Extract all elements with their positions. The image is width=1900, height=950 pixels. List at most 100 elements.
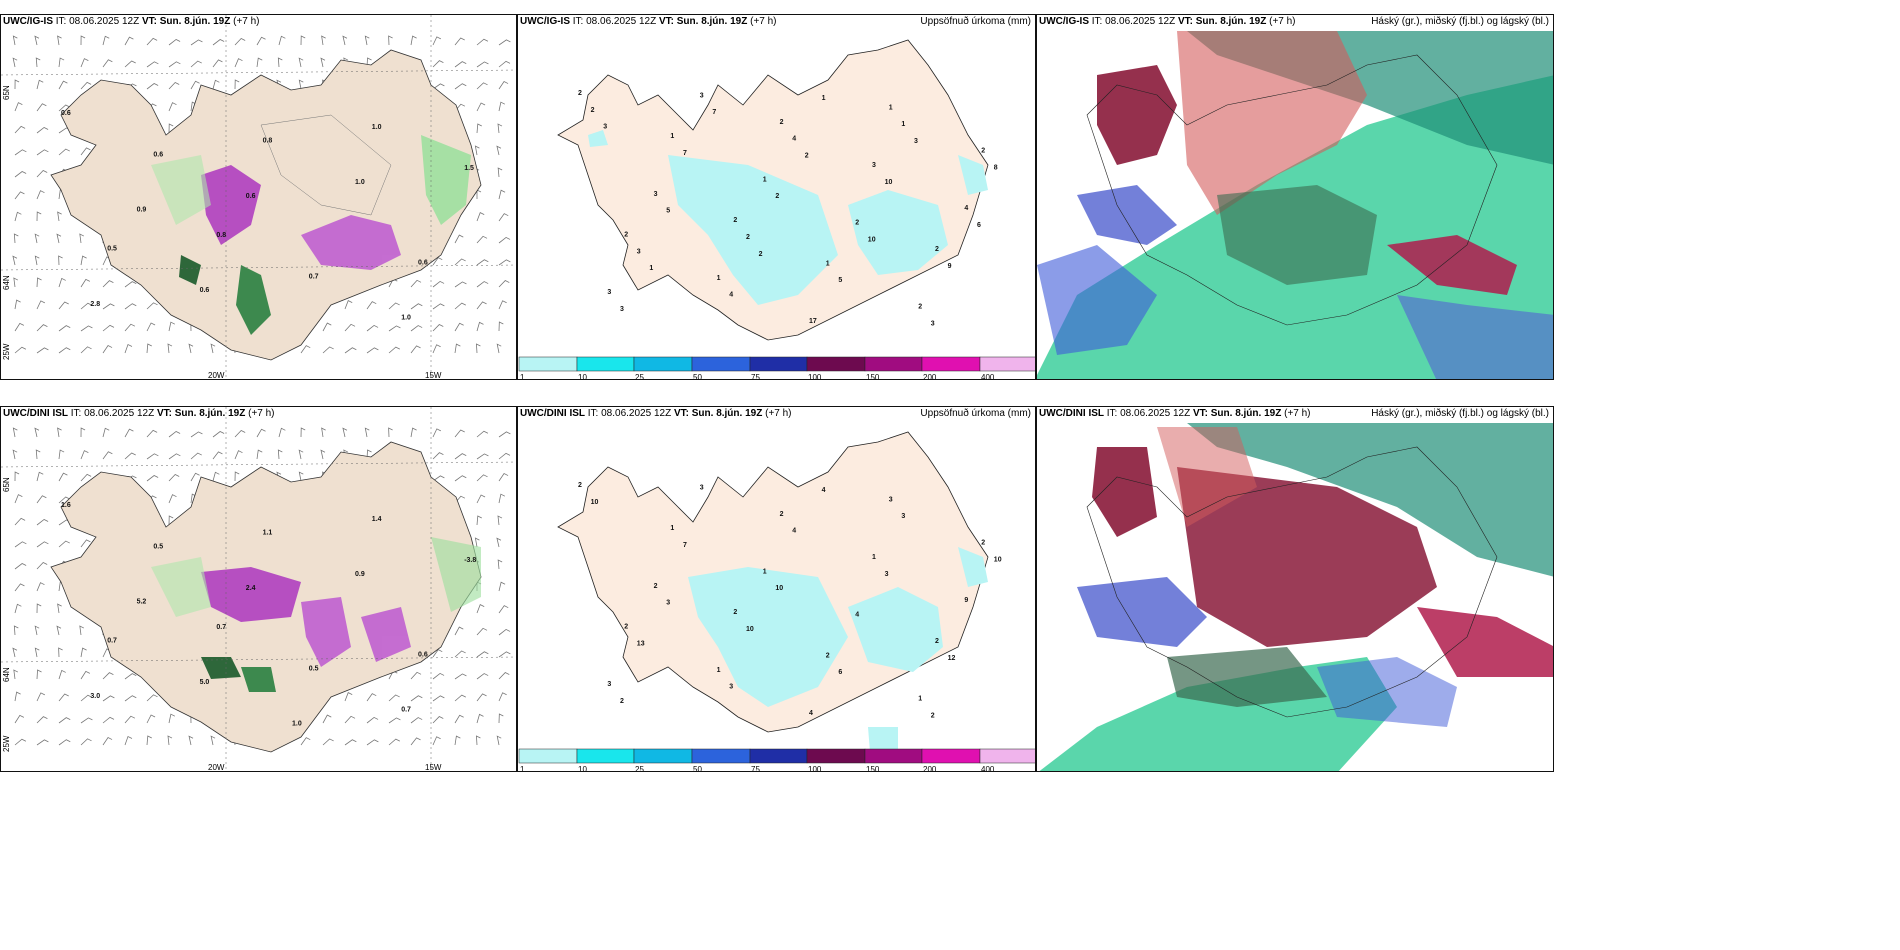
- value-label: 2: [759, 251, 763, 258]
- wind-barb: [498, 189, 506, 200]
- wind-barb: [188, 735, 194, 746]
- wind-barb: [256, 449, 263, 460]
- wind-barb: [210, 735, 216, 746]
- init-time: 08.06.2025 12Z: [1105, 16, 1176, 27]
- wind-barb: [344, 715, 356, 724]
- wind-barb: [344, 347, 357, 354]
- wind-barb: [496, 343, 502, 354]
- wind-barb: [454, 61, 467, 68]
- wind-barb: [476, 123, 482, 134]
- valid-time: Sun. 8.jún. 19Z: [691, 408, 763, 419]
- wind-barb: [79, 233, 85, 244]
- wind-barb: [36, 211, 42, 222]
- wind-barb: [12, 35, 18, 46]
- value-label: 3: [637, 248, 641, 255]
- temp-labels: 0.6 0.8 1.0 0.5 0.8 0.6 0.6 0.7 1.5 0.6 1.0 2.8 0.6 1…: [61, 110, 474, 322]
- value-label: 3: [603, 124, 607, 131]
- wind-barb: [34, 625, 40, 636]
- value-label: 3: [885, 571, 889, 578]
- wind-barb: [102, 451, 113, 460]
- wind-barb: [234, 471, 240, 482]
- wind-barb: [58, 104, 70, 112]
- value-label: 2: [780, 119, 784, 126]
- wind-barb: [454, 83, 467, 90]
- wind-barb: [322, 346, 334, 354]
- wind-barb: [58, 693, 69, 702]
- wind-barb: [454, 475, 467, 482]
- colorbar-swatch: [806, 356, 866, 372]
- wind-barb: [14, 583, 25, 592]
- wind-barb: [124, 36, 134, 46]
- value-label: 2.8: [90, 301, 100, 308]
- wind-barb: [58, 148, 70, 156]
- wind-barb: [56, 233, 62, 244]
- value-label: 2: [733, 217, 737, 224]
- value-label: 4: [792, 136, 796, 143]
- wind-barb: [168, 321, 176, 332]
- wind-barb: [124, 673, 137, 680]
- value-label: 2: [805, 152, 809, 159]
- value-label: 1: [763, 568, 767, 575]
- model-name: UWC/IG-IS: [3, 16, 53, 27]
- model-name: UWC/DINI ISL: [1039, 408, 1104, 419]
- wind-barb: [432, 344, 441, 354]
- value-label: 0.6: [246, 193, 256, 200]
- init-time: 08.06.2025 12Z: [84, 408, 155, 419]
- wind-barb: [35, 57, 41, 68]
- value-label: 4: [792, 528, 796, 535]
- wind-barb: [36, 127, 49, 134]
- wind-barb: [474, 145, 480, 156]
- wind-barb: [102, 716, 115, 724]
- wind-barb: [146, 61, 159, 68]
- wind-barb: [168, 515, 174, 526]
- wind-barb: [102, 59, 113, 68]
- wind-barb: [432, 257, 443, 266]
- value-label: 7: [712, 109, 716, 116]
- wind-barb: [298, 57, 304, 68]
- map-svg: 0.6 0.8 1.0 0.5 0.8 0.6 0.6 0.7 1.5 0.6 1.0 2.8 0.6 1…: [1, 15, 516, 380]
- wind-barb: [300, 35, 306, 46]
- wind-barb: [80, 255, 87, 266]
- wind-barb: [36, 324, 48, 332]
- wind-barb: [80, 694, 93, 702]
- wind-barb: [476, 713, 484, 724]
- value-label: 2: [775, 193, 779, 200]
- value-label: 1: [918, 696, 922, 703]
- wind-barb: [58, 347, 71, 354]
- wind-barb: [58, 449, 65, 460]
- wind-barb: [454, 694, 466, 702]
- colorbar-swatch: [749, 748, 808, 764]
- value-label: 1: [889, 104, 893, 111]
- value-label: 1: [670, 133, 674, 140]
- wind-barb: [476, 604, 485, 614]
- colorbar-label: 200: [923, 373, 937, 380]
- value-label: 10: [775, 585, 783, 592]
- lon-label-20w: 20W: [208, 371, 225, 380]
- wind-barb: [168, 81, 180, 90]
- coast-outline: [1086, 446, 1498, 718]
- colorbar-swatch: [979, 356, 1035, 372]
- wind-barb: [212, 59, 223, 68]
- wind-barb: [124, 735, 133, 746]
- wind-barb: [498, 692, 507, 702]
- wind-barb: [454, 281, 467, 288]
- wind-barb: [124, 343, 133, 354]
- wind-barb: [124, 428, 134, 438]
- field-title: Háský (gr.), miðský (fj.bl.) og lágský (…: [1371, 408, 1549, 419]
- wind-barb: [146, 429, 158, 438]
- it-label: IT:: [587, 408, 599, 419]
- value-label: 3: [666, 600, 670, 607]
- colorbar-label: 10: [578, 373, 587, 380]
- wind-barb: [366, 301, 377, 310]
- value-label: 1.5: [464, 165, 474, 172]
- wind-barb: [56, 625, 62, 636]
- temp-labels: 1.6 0.7 1.4 0.7 1.1 0.6 0.5 0.5 -3.8 5.0 0.9 3.0 2.4…: [61, 502, 476, 728]
- wind-barb: [13, 669, 19, 680]
- precip-blobs: [151, 135, 471, 335]
- wind-barb: [102, 35, 110, 46]
- wind-barb: [234, 429, 246, 438]
- colorbar-swatch: [921, 748, 981, 764]
- wind-barb: [476, 651, 489, 658]
- value-label: 2: [591, 107, 595, 114]
- wind-barb: [497, 123, 503, 134]
